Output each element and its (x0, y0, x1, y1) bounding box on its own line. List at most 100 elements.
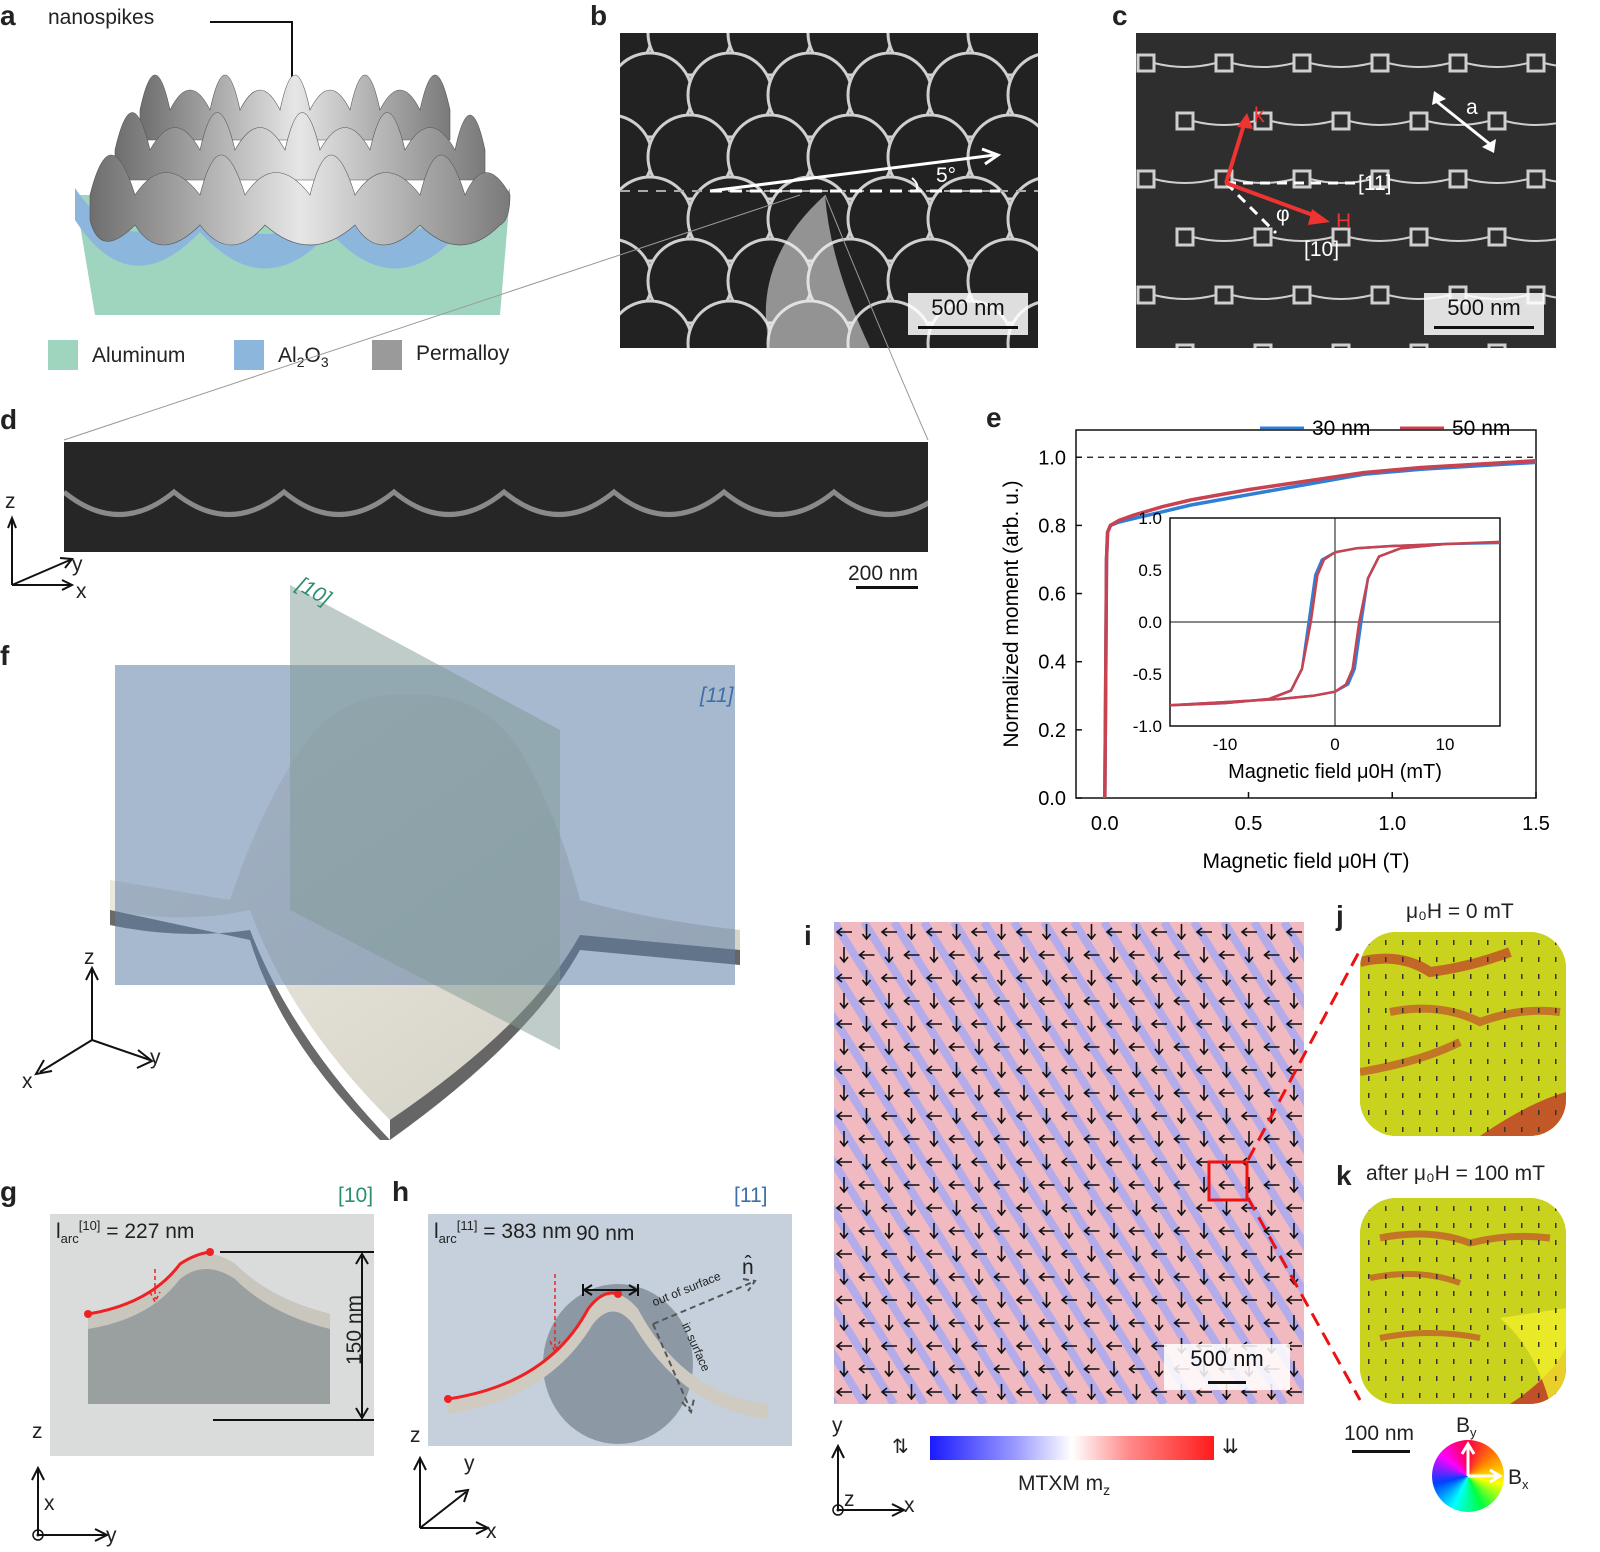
arc-length-g: larc[10] = 227 nm (56, 1218, 195, 1247)
scalebar-k-label: 100 nm (1344, 1422, 1415, 1445)
scalebar-i: 500 nm (1164, 1344, 1290, 1390)
chart-e-ytick-label: 0.2 (1038, 720, 1066, 742)
panel-label-k: k (1336, 1160, 1352, 1191)
axis-i-y: y (832, 1414, 843, 1437)
axes-i (831, 1443, 907, 1517)
axis-d-x: x (76, 580, 87, 603)
axis-f-z: z (84, 946, 95, 969)
axis-i-x: x (904, 1494, 915, 1517)
direction-11-label: [11] (1358, 172, 1392, 195)
by-label: By (1456, 1414, 1477, 1441)
scalebar-b-label: 500 nm (931, 295, 1005, 320)
field-map-j (1360, 932, 1566, 1136)
scalebar-k (1352, 1450, 1410, 1453)
field-map-k (1360, 1198, 1566, 1404)
legend-swatch-permalloy (372, 340, 402, 370)
panel-j-title: μ₀H = 0 mT (1406, 900, 1514, 923)
panel-label-c: c (1112, 0, 1128, 31)
chart-e: 0.0 0.2 0.4 0.6 0.8 1.0 0.0 0.5 1.0 1.5 Magnetic f… (1000, 417, 1550, 873)
chart-e-ytick-label: 0.4 (1038, 652, 1066, 674)
chart-e-inset-xtick-label: 0 (1330, 735, 1339, 754)
panel-label-i: i (804, 920, 812, 951)
axis-g-z: z (32, 1420, 43, 1443)
k-vector-label: k (1254, 104, 1265, 127)
axis-i-z: z (844, 1488, 855, 1511)
axis-d-z: z (5, 490, 16, 513)
direction-label-h: [11] (734, 1184, 768, 1207)
h-vector-label: H (1336, 210, 1352, 233)
chart-e-ytick-label: 1.0 (1038, 447, 1066, 469)
panel-label-b: b (590, 0, 608, 31)
colorbar-i-label-sub: z (1103, 1482, 1111, 1499)
direction-10-label: [10] (1304, 238, 1340, 261)
colorbar-i-label-text: MTXM m (1018, 1472, 1104, 1495)
chart-e-ytick-label: 0.8 (1038, 515, 1066, 537)
direction-label-g: [10] (338, 1184, 374, 1207)
profile-image-g (50, 1214, 380, 1456)
angle-label-b: 5° (936, 164, 957, 187)
chart-e-inset-ytick-label: 0.5 (1138, 561, 1162, 580)
chart-e-ylabel: Normalized moment (arb. u.) (1000, 480, 1023, 747)
axis-h-z: z (410, 1424, 421, 1447)
chart-e-ytick-label: 0.6 (1038, 584, 1066, 606)
axes-g (31, 1465, 110, 1542)
axis-g-x: x (44, 1492, 55, 1515)
chart-e-xtick-label: 1.5 (1522, 813, 1550, 835)
zoom-dashes-i (1246, 949, 1362, 1401)
axis-d-y: y (72, 553, 83, 576)
axis-f-y: y (150, 1046, 161, 1069)
chart-e-inset-xtick-label: -10 (1213, 735, 1238, 754)
phi-angle-label: φ (1276, 203, 1290, 226)
chart-e-inset-xtick-label: 10 (1436, 735, 1455, 754)
legend-label-alumina: Al2O3 (278, 344, 329, 371)
chart-e-inset-ytick-label: -1.0 (1133, 717, 1162, 736)
scalebar-c: 500 nm (1424, 293, 1544, 335)
panel-label-a: a (0, 0, 16, 31)
axes-h (413, 1455, 491, 1535)
chart-e-inset-ytick-label: 0.0 (1138, 613, 1162, 632)
axis-f-x: x (22, 1070, 33, 1093)
chart-e-legend-label: 50 nm (1452, 417, 1510, 440)
panel-label-e: e (986, 402, 1002, 433)
axes-f (34, 965, 154, 1076)
colorbar-i (930, 1436, 1214, 1460)
profile-image-h (428, 1214, 792, 1446)
by-label-text: B (1456, 1414, 1471, 1437)
chart-e-inset-xlabel: Magnetic field μ0H (mT) (1228, 761, 1442, 783)
chart-e-inset-ytick-label: 1.0 (1138, 509, 1162, 528)
nanospikes-label: nanospikes (48, 6, 155, 29)
panel-label-f: f (0, 640, 10, 671)
spin-up-icon: ⇅ (892, 1436, 909, 1458)
bxby-arrows-icon (1460, 1441, 1503, 1484)
legend-label-permalloy: Permalloy (416, 342, 510, 365)
panel-label-j: j (1336, 900, 1344, 931)
normal-vector-label: n̂ (742, 1256, 754, 1279)
arc-length-h-value: = 383 nm (483, 1220, 572, 1243)
scalebar-d (856, 586, 918, 589)
legend-swatch-alumina (234, 340, 264, 370)
axis-h-y: y (464, 1452, 475, 1475)
zoom-lines (63, 194, 929, 441)
spike-3d-model (110, 585, 740, 1140)
height-label-g: 150 nm (343, 1294, 367, 1366)
colorbar-i-label: MTXM mz (1018, 1472, 1110, 1498)
chart-e-xtick-label: 0.5 (1235, 813, 1263, 835)
chart-e-inset-ytick-label: -0.5 (1133, 665, 1162, 684)
scalebar-c-label: 500 nm (1447, 295, 1521, 320)
width-label-h: 90 nm (576, 1222, 635, 1245)
chart-e-xtick-label: 0.0 (1091, 813, 1119, 835)
nanospike-illustration (75, 21, 511, 315)
panel-label-g: g (0, 1176, 18, 1207)
spin-down-icon: ⇊ (1222, 1436, 1239, 1458)
arc-length-h: larc[11] = 383 nm (434, 1218, 572, 1247)
chart-e-xlabel: Magnetic field μ0H (T) (1203, 850, 1410, 873)
chart-e-legend-label: 30 nm (1312, 417, 1370, 440)
lattice-constant-label: a (1466, 96, 1478, 119)
cross-section-image-d (64, 442, 928, 552)
arc-length-g-value: = 227 nm (106, 1220, 195, 1243)
panel-label-h: h (392, 1176, 410, 1207)
scalebar-b: 500 nm (908, 293, 1028, 335)
mtxm-image-i (834, 922, 1304, 1404)
legend-swatch-aluminum (48, 340, 78, 370)
panel-k-title: after μ₀H = 100 mT (1366, 1162, 1545, 1185)
